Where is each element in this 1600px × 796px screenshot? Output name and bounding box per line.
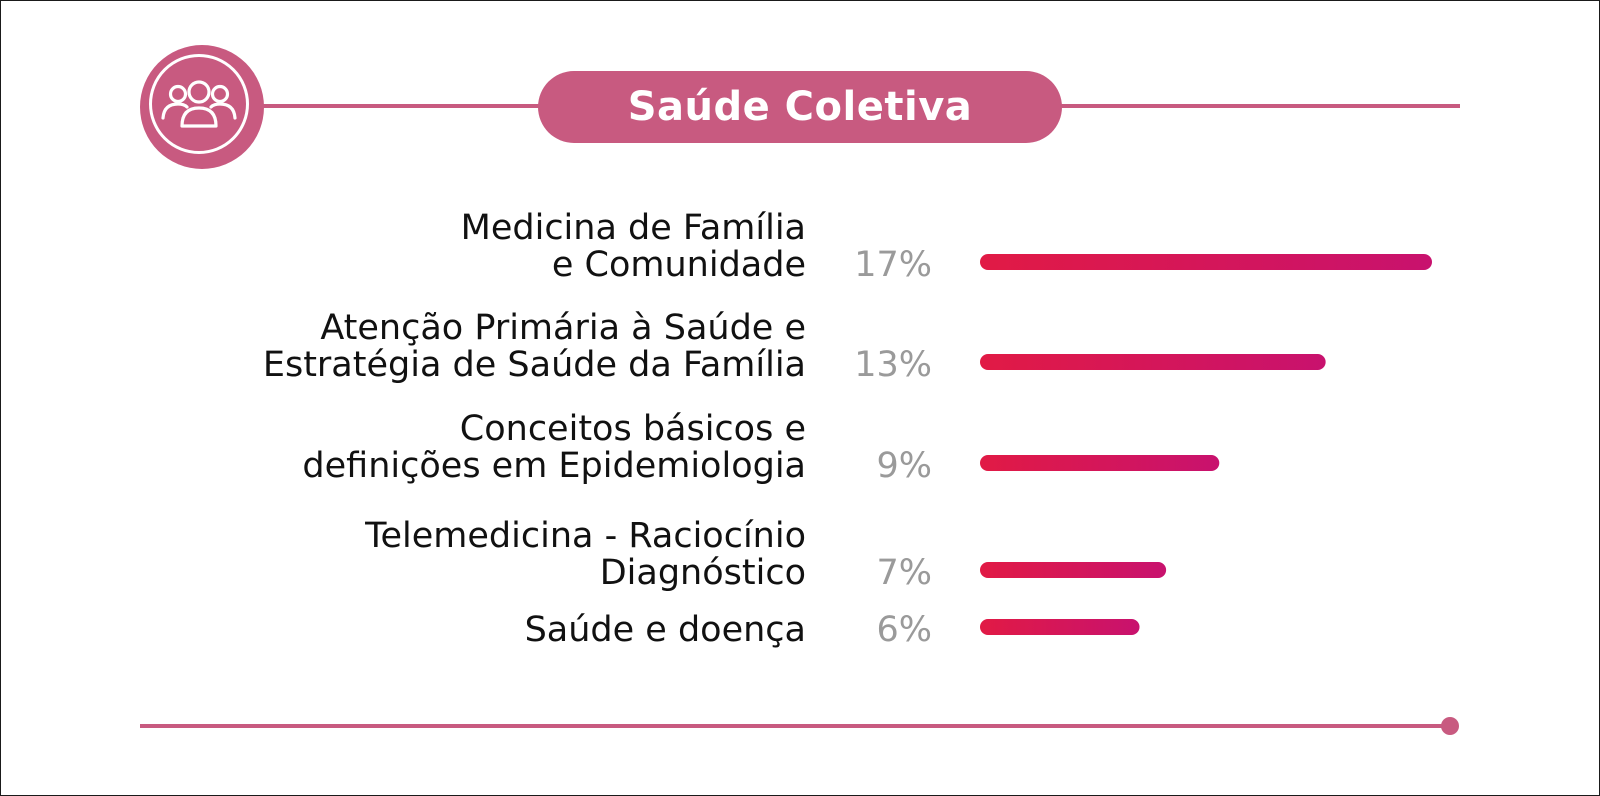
bar (980, 619, 1140, 635)
category-label-line: Estratégia de Saúde da Família (263, 345, 806, 385)
bar (980, 254, 1432, 270)
category-label-line: Diagnóstico (600, 553, 806, 593)
category-label: Conceitos básicos e definições em Epidemi… (302, 409, 806, 486)
category-label: Medicina de Família e Comunidade (461, 208, 806, 285)
value-label: 13% (854, 345, 932, 385)
category-label-line: Conceitos básicos e (460, 409, 806, 449)
chart-title: Saúde Coletiva (538, 71, 1062, 143)
category-label-line: Saúde e doença (525, 610, 806, 650)
category-label: Telemedicina - Raciocínio Diagnóstico (364, 516, 806, 593)
category-label-line: Medicina de Família (461, 208, 806, 248)
bar (980, 562, 1167, 578)
bar (980, 455, 1220, 471)
footer-rule (140, 724, 1450, 728)
category-label-line: Telemedicina - Raciocínio (364, 516, 806, 556)
footer-dot (1441, 717, 1459, 735)
group-people-icon (161, 80, 237, 128)
value-label: 9% (876, 446, 932, 486)
value-label: 7% (876, 553, 932, 593)
title-badge-ring (149, 54, 249, 154)
value-label: 17% (854, 245, 932, 285)
category-label-line: Atenção Primária à Saúde e (320, 308, 806, 348)
category-label-line: e Comunidade (552, 245, 806, 285)
category-label-line: definições em Epidemiologia (302, 446, 806, 486)
category-label: Atenção Primária à Saúde e Estratégia de … (263, 308, 806, 385)
bar (980, 354, 1326, 370)
category-label: Saúde e doença (525, 610, 806, 650)
value-label: 6% (876, 610, 932, 650)
